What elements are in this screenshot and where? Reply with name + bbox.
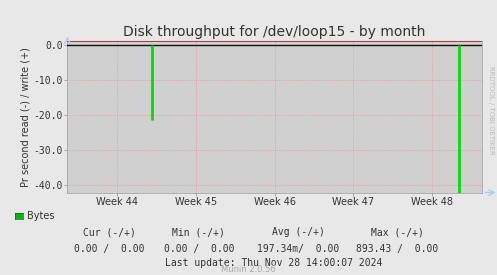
Text: RRDTOOL / TOBI OETIKER: RRDTOOL / TOBI OETIKER	[488, 66, 494, 154]
Title: Disk throughput for /dev/loop15 - by month: Disk throughput for /dev/loop15 - by mon…	[123, 25, 426, 39]
Text: Min (-/+): Min (-/+)	[172, 227, 225, 237]
Text: 893.43 /  0.00: 893.43 / 0.00	[356, 244, 439, 254]
Text: Avg (-/+): Avg (-/+)	[272, 227, 325, 237]
Text: Bytes: Bytes	[27, 211, 55, 221]
Y-axis label: Pr second read (-) / write (+): Pr second read (-) / write (+)	[21, 47, 31, 187]
Text: 0.00 /  0.00: 0.00 / 0.00	[164, 244, 234, 254]
Text: Munin 2.0.56: Munin 2.0.56	[221, 265, 276, 274]
Text: 0.00 /  0.00: 0.00 / 0.00	[74, 244, 145, 254]
Text: 197.34m/  0.00: 197.34m/ 0.00	[257, 244, 339, 254]
Text: Max (-/+): Max (-/+)	[371, 227, 424, 237]
Text: Last update: Thu Nov 28 14:00:07 2024: Last update: Thu Nov 28 14:00:07 2024	[165, 258, 382, 268]
Text: Cur (-/+): Cur (-/+)	[83, 227, 136, 237]
